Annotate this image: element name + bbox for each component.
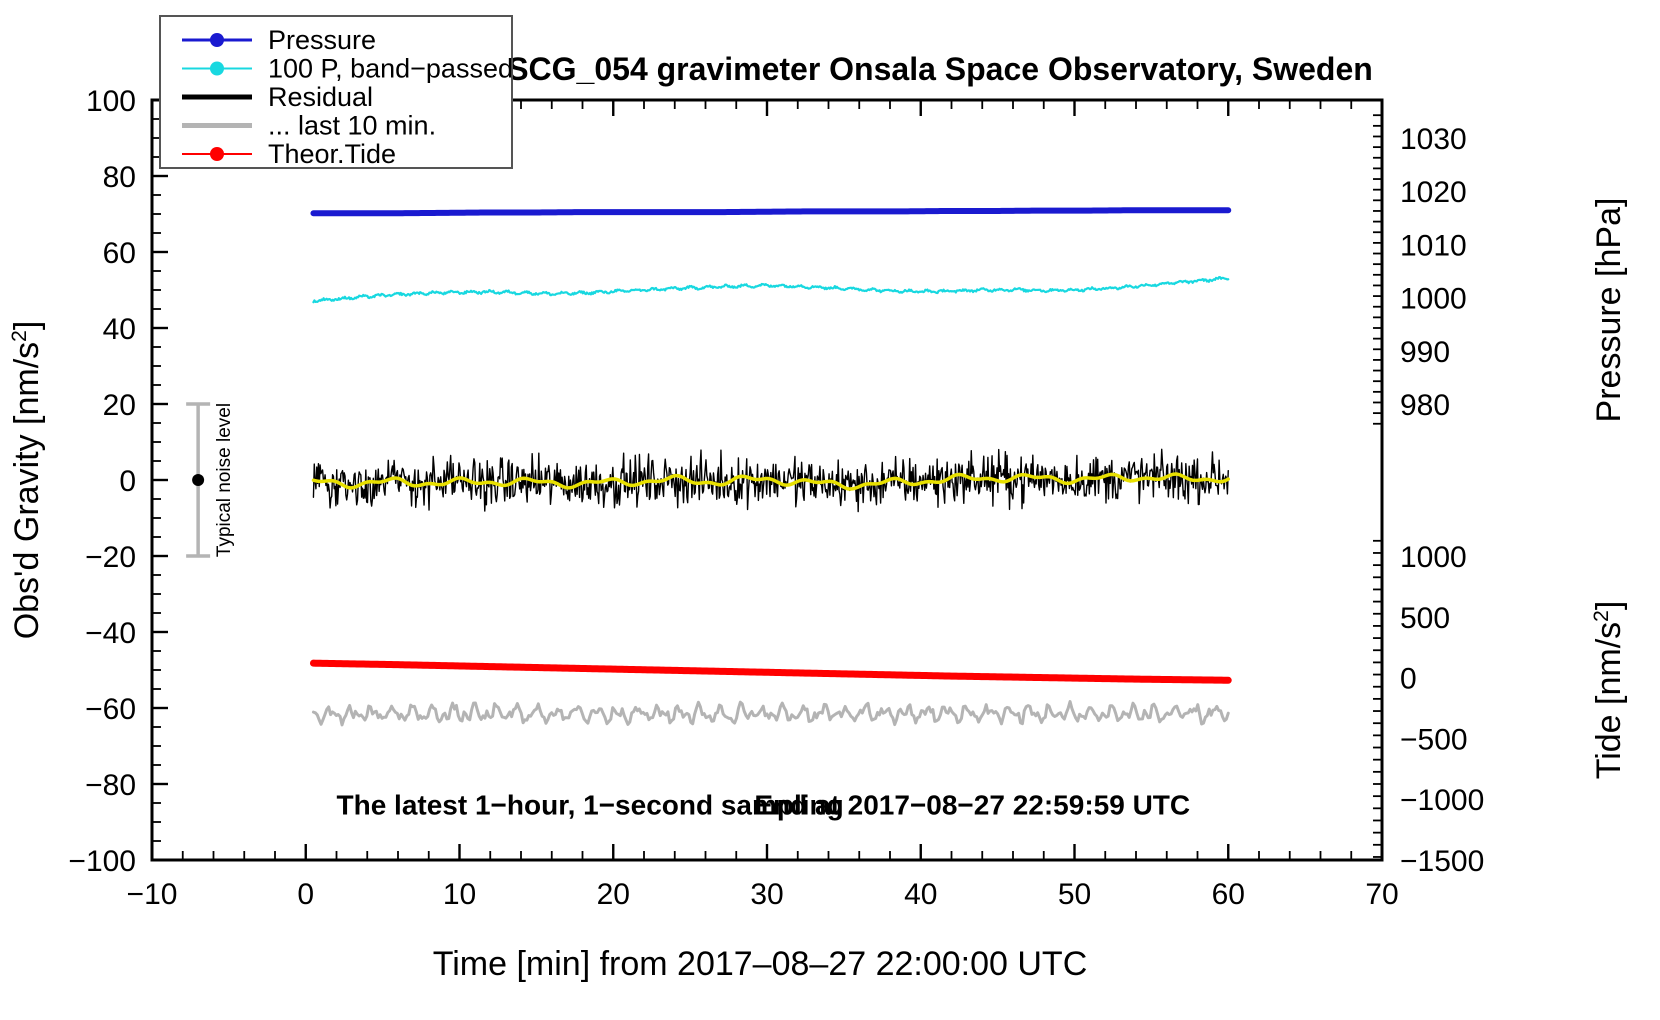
tide-axis-ticks: 1000 500 0 −500 −1000 −1500 [1373, 539, 1484, 878]
pressure-tick-label: 1000 [1400, 283, 1467, 316]
y-tick-label: −40 [85, 617, 136, 650]
x-tick-label: 40 [904, 878, 937, 911]
y-axis-title-exponent: 2 [8, 330, 31, 342]
series-pressure [310, 207, 1232, 217]
legend-item-3[interactable]: Residual [182, 82, 373, 112]
y-tick-label: 100 [86, 85, 136, 118]
y-tick-label: −60 [85, 693, 136, 726]
legend-label: 100 P, band−passed [268, 54, 513, 84]
pressure-axis-ticks: 1030 1020 1010 1000 990 980 [1373, 114, 1467, 425]
pressure-tick-label: 990 [1400, 336, 1450, 369]
x-tick-label: 10 [443, 878, 476, 911]
y-tick-label: 0 [119, 465, 136, 498]
x-tick-label: 50 [1058, 878, 1091, 911]
y-axis-title-main: Obs'd Gravity [nm/s [8, 342, 46, 639]
pressure-tick-label: 1030 [1400, 123, 1467, 156]
y-tick-label: 60 [103, 237, 136, 270]
typical-noise-level-indicator: Typical noise level [186, 402, 235, 558]
y-axis-ticks: 100 80 60 40 20 0 −20 −40 −60 −80 −100 [68, 85, 168, 878]
series-residual-smoothed [311, 472, 1230, 491]
tide-tick-label: −1000 [1400, 784, 1484, 817]
tide-tick-label: 1000 [1400, 541, 1467, 574]
tide-axis-title-exponent: 2 [1590, 610, 1613, 622]
legend-item-2[interactable]: 100 P, band−passed [182, 54, 513, 84]
bottom-left-note: The latest 1−hour, 1−second sampling [337, 789, 844, 820]
y-tick-label: 20 [103, 389, 136, 422]
legend-label: Pressure [268, 25, 376, 55]
legend-item-4[interactable]: ... last 10 min. [182, 111, 436, 141]
x-tick-label: −10 [127, 878, 178, 911]
x-tick-label: 70 [1365, 878, 1398, 911]
y-axis-title: Obs'd Gravity [nm/s2] [8, 321, 46, 640]
series-band-passed [312, 276, 1230, 304]
tide-tick-label: 500 [1400, 602, 1450, 635]
legend-marker-dot [210, 147, 224, 161]
pressure-tick-label: 1010 [1400, 229, 1467, 262]
bottom-right-note: End at 2017−08−27 22:59:59 UTC [754, 789, 1190, 820]
x-tick-label: 20 [597, 878, 630, 911]
y-tick-label: −20 [85, 541, 136, 574]
x-tick-label: 0 [297, 878, 314, 911]
series-last-10-min [311, 700, 1230, 727]
x-axis-title: Time [min] from 2017‒08‒27 22:00:00 UTC [433, 945, 1088, 983]
legend-marker-dot [210, 61, 224, 76]
tide-tick-label: 0 [1400, 663, 1417, 696]
chart-title: SCG_054 gravimeter Onsala Space Observat… [507, 51, 1373, 87]
legend-marker-dot [210, 33, 224, 47]
legend-item-1[interactable]: Pressure [182, 25, 376, 55]
y-tick-label: 40 [103, 313, 136, 346]
x-tick-label: 30 [750, 878, 783, 911]
tide-axis-title: Tide [nm/s2] [1590, 601, 1628, 780]
pressure-axis-title: Pressure [hPa] [1590, 198, 1628, 423]
noise-bar-center-dot [192, 474, 205, 486]
y-tick-label: −100 [68, 845, 136, 878]
pressure-tick-label: 980 [1400, 389, 1450, 422]
series-residual [312, 448, 1229, 513]
y-tick-label: 80 [103, 161, 136, 194]
tide-tick-label: −500 [1400, 723, 1468, 756]
legend-label: Residual [268, 82, 373, 112]
pressure-tick-label: 1020 [1400, 176, 1467, 209]
legend-label: Theor.Tide [268, 139, 396, 169]
tide-axis-title-main: Tide [nm/s [1590, 622, 1628, 779]
noise-level-label: Typical noise level [214, 403, 235, 557]
series-theor-tide [309, 659, 1232, 684]
legend-item-5[interactable]: Theor.Tide [182, 139, 396, 169]
tide-axis-title-tail: ] [1590, 601, 1628, 610]
data-series-group [309, 207, 1232, 727]
x-tick-label: 60 [1212, 878, 1245, 911]
tide-tick-label: −1500 [1400, 845, 1484, 878]
legend-label: ... last 10 min. [268, 111, 436, 141]
y-axis-title-tail: ] [8, 321, 46, 330]
y-tick-label: −80 [85, 769, 136, 802]
